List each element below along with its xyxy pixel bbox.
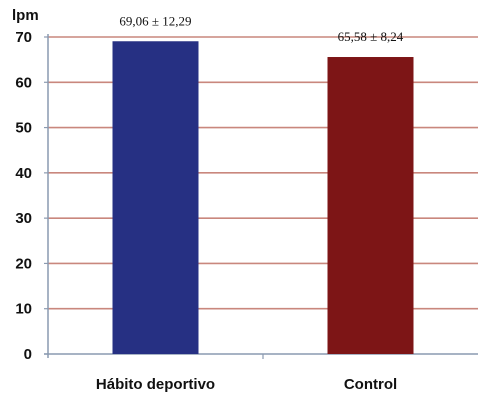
y-tick-labels: 0 10 20 30 40 50 60 70	[15, 29, 32, 363]
x-category-label: Hábito deportivo	[96, 376, 215, 393]
y-tick-label: 50	[15, 120, 32, 137]
y-tick-label: 70	[15, 29, 32, 46]
y-tick-label: 60	[15, 74, 32, 91]
x-category-labels: Hábito deportivo Control	[96, 376, 397, 393]
y-tick-label: 20	[15, 255, 32, 272]
y-tick-label: 30	[15, 210, 32, 227]
y-tick-label: 0	[24, 346, 32, 363]
bar	[112, 41, 199, 354]
x-category-label: Control	[344, 376, 397, 393]
y-tick-label: 40	[15, 165, 32, 182]
y-axis-label: lpm	[12, 7, 39, 24]
data-labels: 69,06 ± 12,29 65,58 ± 8,24	[119, 13, 403, 44]
data-label: 69,06 ± 12,29	[119, 13, 191, 28]
bar	[327, 57, 414, 354]
y-tick-label: 10	[15, 301, 32, 318]
data-label: 65,58 ± 8,24	[338, 29, 404, 44]
bars	[112, 41, 414, 354]
